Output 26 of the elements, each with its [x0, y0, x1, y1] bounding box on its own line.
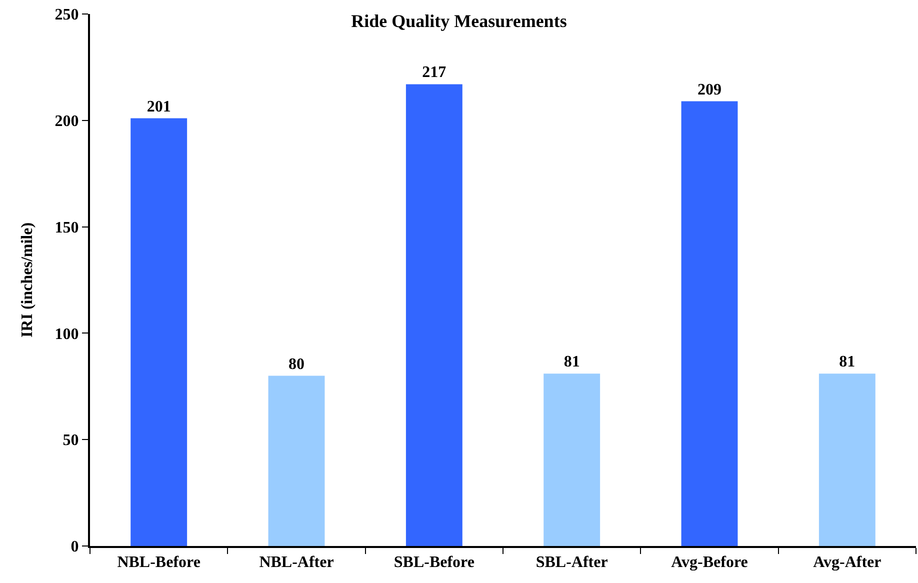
data-label: 80 [288, 356, 304, 373]
y-tick-label: 0 [70, 538, 79, 556]
y-axis-title: IRI (inches/mile) [19, 222, 36, 338]
x-tick-label: NBL-Before [117, 554, 200, 572]
x-tick-label: Avg-After [813, 554, 882, 572]
data-label: 81 [564, 354, 580, 371]
bar [130, 118, 188, 546]
bar [268, 376, 325, 546]
bar [544, 374, 600, 546]
data-label: 209 [698, 81, 722, 98]
y-tick-label: 250 [54, 6, 79, 24]
y-tick-label: 50 [62, 432, 79, 450]
bar [681, 101, 738, 546]
data-label: 217 [422, 64, 446, 82]
bar [818, 374, 876, 546]
x-tick-label: SBL-After [536, 554, 608, 572]
data-label: 201 [146, 98, 171, 116]
y-tick-label: 200 [54, 113, 79, 130]
x-tick-label: Avg-Before [671, 554, 748, 572]
bar [406, 84, 462, 546]
y-tick-label: 150 [54, 219, 79, 236]
y-tick-label: 100 [54, 326, 79, 343]
x-tick-label: SBL-Before [394, 554, 474, 572]
x-tick-label: NBL-After [259, 554, 334, 572]
chart-title: Ride Quality Measurements [351, 11, 567, 32]
data-label: 81 [839, 354, 856, 371]
